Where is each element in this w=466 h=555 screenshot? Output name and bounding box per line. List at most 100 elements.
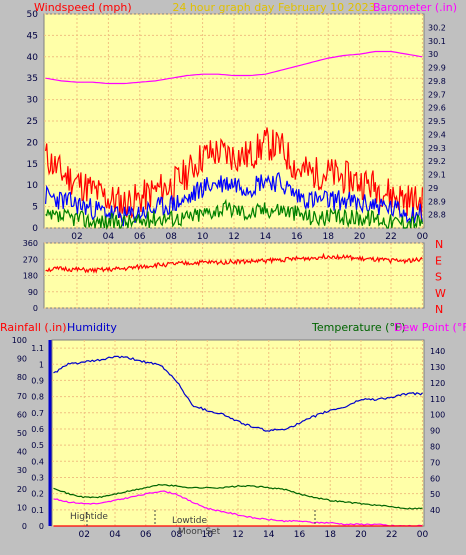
panel3-x-tick-label: 02 (79, 530, 90, 540)
humidity-tick-label: 40 (17, 448, 27, 457)
panel3-x-tick-label: 20 (355, 530, 367, 540)
panel3-x-tick-label: 16 (294, 530, 306, 540)
barometer-tick-label: 29.2 (428, 157, 446, 166)
graph-date-title: 24 hour graph day February 10 2023 (172, 1, 375, 14)
temperature-axis-title: Temperature (°F) (311, 321, 406, 334)
rainfall-tick-label: 0.2 (31, 490, 44, 499)
panel3-x-tick-label: 10 (202, 530, 214, 540)
panel1-x-tick-label: 22 (385, 232, 396, 242)
panel3-tick-labels: 0 0.1 0.2 0.3 0.4 0.5 0.6 0.7 0.8 0.9 1 1.1 0 10 20 30 4… (12, 336, 446, 540)
wind-average-series (45, 171, 423, 227)
barometer-tick-label: 30.1 (428, 37, 446, 46)
humidity-tick-label: 90 (17, 355, 27, 364)
windspeed-tick-label: 45 (27, 31, 38, 41)
panel1-x-tick-label: 20 (354, 232, 366, 242)
temperature-tick-label: 70 (430, 458, 440, 467)
panel2-series (45, 252, 423, 274)
rainfall-tick-label: 1.1 (31, 344, 44, 353)
panel1-series (45, 50, 423, 231)
barometer-tick-label: 29 (428, 184, 438, 193)
rain-humidity-temperature-panel: 0 0.1 0.2 0.3 0.4 0.5 0.6 0.7 0.8 0.9 1 1.1 0 10 20 30 4… (12, 336, 446, 540)
windspeed-tick-label: 15 (27, 160, 38, 170)
barometer-axis-title: Barometer (.in) (373, 1, 457, 14)
rainfall-tick-label: 0.4 (31, 457, 44, 466)
humidity-tick-label: 70 (17, 392, 27, 401)
wind-barometer-panel: 0 5 10 15 20 25 30 35 40 45 50 28.8 28.9 29 29.1 29.2 29… (27, 10, 446, 242)
panel1-x-tick-label: 06 (134, 232, 146, 242)
panel1-tick-labels: 0 5 10 15 20 25 30 35 40 45 50 28.8 28.9 29 29.1 29.2 29… (27, 10, 446, 242)
temperature-tick-label: 80 (430, 443, 440, 452)
windspeed-series (45, 127, 423, 220)
panel1-x-tick-label: 18 (322, 232, 334, 242)
temperature-tick-label: 130 (430, 363, 445, 372)
panel3-x-tick-label: 04 (109, 530, 121, 540)
windspeed-tick-label: 5 (32, 203, 38, 213)
rainfall-axis-title: Rainfall (.in) (0, 321, 67, 334)
lowtide-label: Lowtide (172, 516, 207, 526)
windspeed-axis-title: Windspeed (mph) (34, 1, 132, 14)
rainfall-tick-label: 0.6 (31, 425, 44, 434)
panel1-x-tick-label: 04 (103, 232, 115, 242)
temperature-series (53, 483, 423, 510)
panel3-x-tick-label: 12 (232, 530, 243, 540)
barometer-tick-label: 29.7 (428, 90, 446, 99)
rainfall-tick-label: 0.8 (31, 393, 44, 402)
panel1-x-tick-label: 12 (228, 232, 239, 242)
wind-low-series (45, 198, 423, 231)
humidity-tick-label: 100 (12, 336, 27, 345)
panel3-x-tick-label: 08 (171, 530, 183, 540)
wind-direction-series (45, 252, 423, 274)
panel1-x-tick-label: 08 (165, 232, 177, 242)
panel1-x-tick-label: 10 (197, 232, 209, 242)
panel1-x-tick-label: 02 (71, 232, 82, 242)
rainfall-tick-label: 0.3 (31, 473, 44, 482)
panel3-background (51, 339, 425, 527)
barometer-tick-label: 28.8 (428, 211, 446, 220)
panel3-x-tick-label: 00 (417, 530, 429, 540)
barometer-tick-label: 29.3 (428, 144, 446, 153)
barometer-tick-label: 28.9 (428, 197, 446, 206)
panel1-x-tick-label: 00 (417, 232, 429, 242)
compass-label: N (435, 303, 443, 316)
compass-label: S (435, 271, 442, 284)
barometer-tick-label: 29.6 (428, 104, 446, 113)
temperature-tick-label: 90 (430, 427, 440, 436)
rainfall-tick-label: 0.5 (31, 441, 44, 450)
temperature-tick-label: 40 (430, 506, 440, 515)
windspeed-tick-label: 10 (27, 181, 39, 191)
dewpoint-axis-title: Dew Point (°F) (394, 321, 466, 334)
windspeed-tick-label: 50 (27, 10, 39, 20)
humidity-tick-label: 60 (17, 410, 27, 419)
windspeed-tick-label: 40 (27, 53, 39, 63)
panel3-grid (52, 340, 424, 527)
barometer-tick-label: 29.8 (428, 77, 446, 86)
barometer-tick-label: 29.1 (428, 171, 446, 180)
temperature-tick-label: 140 (430, 347, 445, 356)
direction-tick-label: 270 (23, 255, 38, 264)
panel3-series (53, 355, 423, 527)
panel3-x-tick-label: 14 (263, 530, 275, 540)
compass-label: W (435, 287, 446, 300)
windspeed-tick-label: 35 (27, 74, 38, 84)
moonset-label: Moon Set (178, 527, 221, 537)
panel1-x-tick-label: 14 (260, 232, 272, 242)
temperature-tick-label: 60 (430, 474, 440, 483)
panel3-x-tick-label: 22 (386, 530, 397, 540)
humidity-tick-label: 50 (17, 429, 27, 438)
barometer-tick-label: 30.2 (428, 23, 446, 32)
windspeed-tick-label: 20 (27, 138, 39, 148)
temperature-tick-label: 110 (430, 395, 445, 404)
panel3-x-tick-label: 06 (140, 530, 152, 540)
rainfall-tick-label: 1 (39, 360, 44, 369)
rainfall-tick-label: 0 (39, 522, 44, 531)
rainfall-tick-label: 0.1 (31, 506, 44, 515)
humidity-axis-title: Humidity (67, 321, 117, 334)
panel3-x-tick-label: 18 (325, 530, 337, 540)
compass-label: E (435, 254, 442, 267)
barometer-tick-label: 29.5 (428, 117, 446, 126)
humidity-series (53, 355, 423, 432)
direction-tick-label: 180 (23, 272, 38, 281)
